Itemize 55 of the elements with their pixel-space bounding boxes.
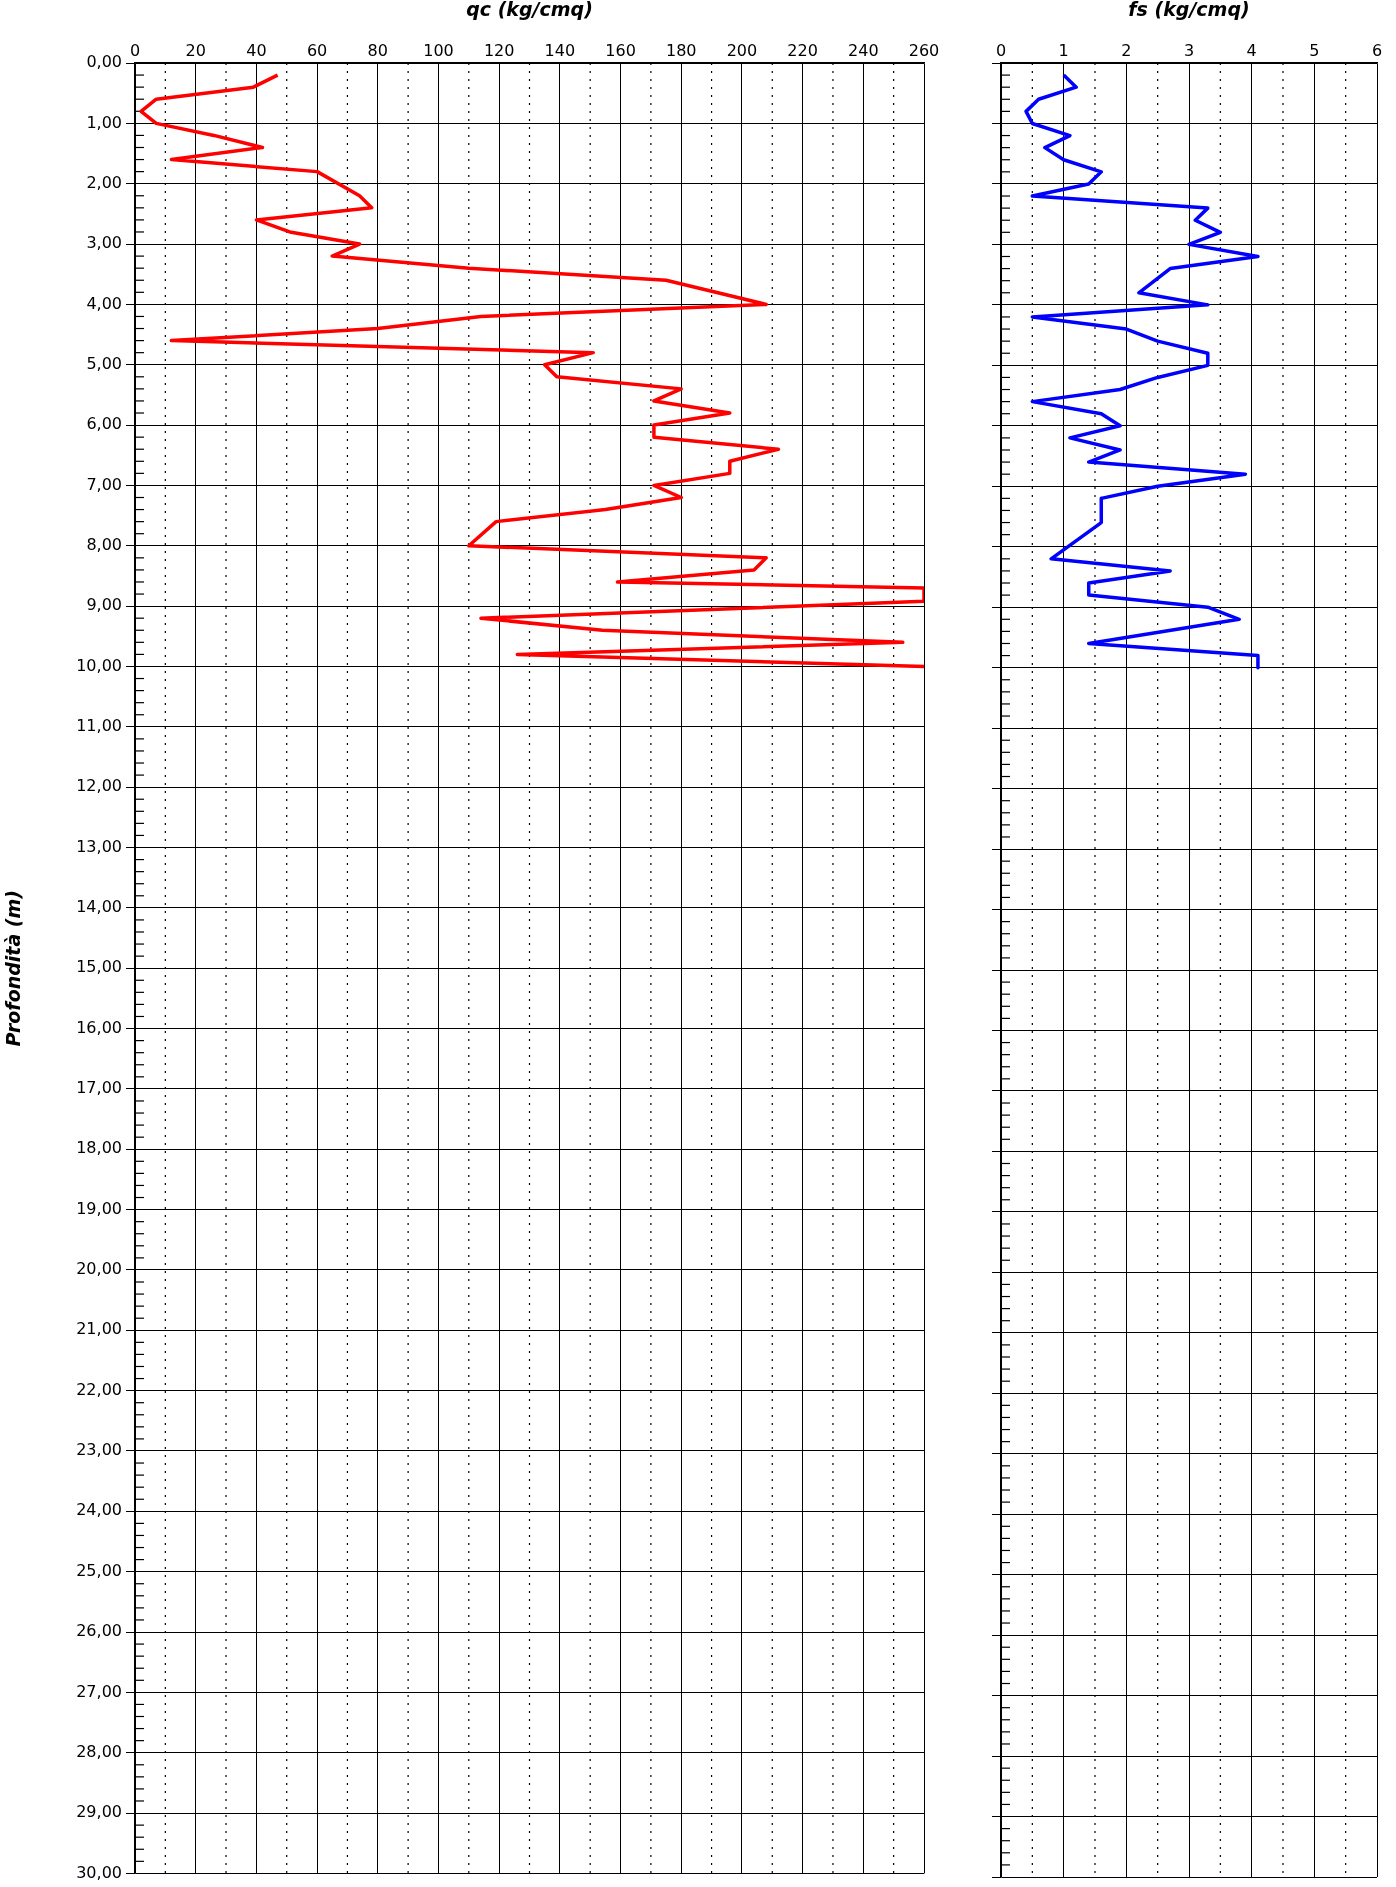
y-tick-label: 9,00 xyxy=(86,595,122,615)
x-tick-label: 2 xyxy=(1121,40,1132,60)
y-tick-label: 29,00 xyxy=(76,1802,122,1822)
x-axis-title: qc (kg/cmq) xyxy=(466,0,593,21)
y-tick-label: 27,00 xyxy=(76,1681,122,1701)
y-tick-label: 0,00 xyxy=(86,52,122,72)
y-tick-label: 25,00 xyxy=(76,1560,122,1580)
x-tick-label: 200 xyxy=(726,40,758,60)
y-tick-label: 7,00 xyxy=(86,474,122,494)
x-tick-label: 180 xyxy=(665,40,697,60)
y-tick-label: 18,00 xyxy=(76,1138,122,1158)
y-tick-label: 11,00 xyxy=(76,715,122,735)
y-tick-label: 28,00 xyxy=(76,1741,122,1761)
x-tick-label: 4 xyxy=(1246,40,1257,60)
y-tick-label: 19,00 xyxy=(76,1198,122,1218)
x-tick-label: 1 xyxy=(1058,40,1069,60)
y-tick-label: 15,00 xyxy=(76,957,122,977)
x-tick-label: 40 xyxy=(246,40,267,60)
y-tick-label: 17,00 xyxy=(76,1078,122,1098)
x-tick-label: 0 xyxy=(995,40,1007,60)
y-axis-title: Profondità (m) xyxy=(2,889,25,1047)
x-tick-label: 140 xyxy=(544,40,576,60)
y-tick-label: 30,00 xyxy=(76,1862,122,1882)
x-tick-label: 160 xyxy=(605,40,636,60)
x-tick-label: 5 xyxy=(1309,40,1320,60)
y-tick-label: 4,00 xyxy=(86,293,122,313)
y-tick-label: 13,00 xyxy=(76,836,122,856)
y-tick-label: 14,00 xyxy=(76,897,122,917)
y-tick-label: 2,00 xyxy=(86,172,122,192)
y-tick-label: 20,00 xyxy=(76,1259,122,1279)
x-tick-label: 240 xyxy=(848,40,879,60)
y-tick-label: 22,00 xyxy=(76,1379,122,1399)
y-tick-label: 6,00 xyxy=(86,414,122,434)
y-tick-label: 12,00 xyxy=(76,776,122,796)
x-tick-label: 120 xyxy=(483,40,515,60)
y-tick-label: 21,00 xyxy=(76,1319,122,1339)
x-tick-label: 3 xyxy=(1183,40,1195,60)
x-axis-title: fs (kg/cmq) xyxy=(1128,0,1250,21)
y-tick-label: 5,00 xyxy=(86,353,122,373)
x-tick-label: 100 xyxy=(423,40,454,60)
x-tick-label: 20 xyxy=(185,40,206,60)
x-tick-label: 260 xyxy=(908,40,940,60)
x-tick-label: 80 xyxy=(367,40,388,60)
y-tick-label: 24,00 xyxy=(76,1500,122,1520)
y-tick-label: 10,00 xyxy=(76,655,122,675)
y-tick-label: 23,00 xyxy=(76,1440,122,1460)
y-tick-label: 8,00 xyxy=(86,534,122,554)
y-tick-label: 1,00 xyxy=(86,112,122,132)
y-tick-label: 26,00 xyxy=(76,1621,122,1641)
x-tick-label: 0 xyxy=(129,40,141,60)
x-tick-label: 60 xyxy=(306,40,328,60)
x-tick-label: 6 xyxy=(1371,40,1383,60)
x-tick-label: 220 xyxy=(787,40,818,60)
y-tick-label: 16,00 xyxy=(76,1017,122,1037)
y-tick-label: 3,00 xyxy=(86,233,122,253)
